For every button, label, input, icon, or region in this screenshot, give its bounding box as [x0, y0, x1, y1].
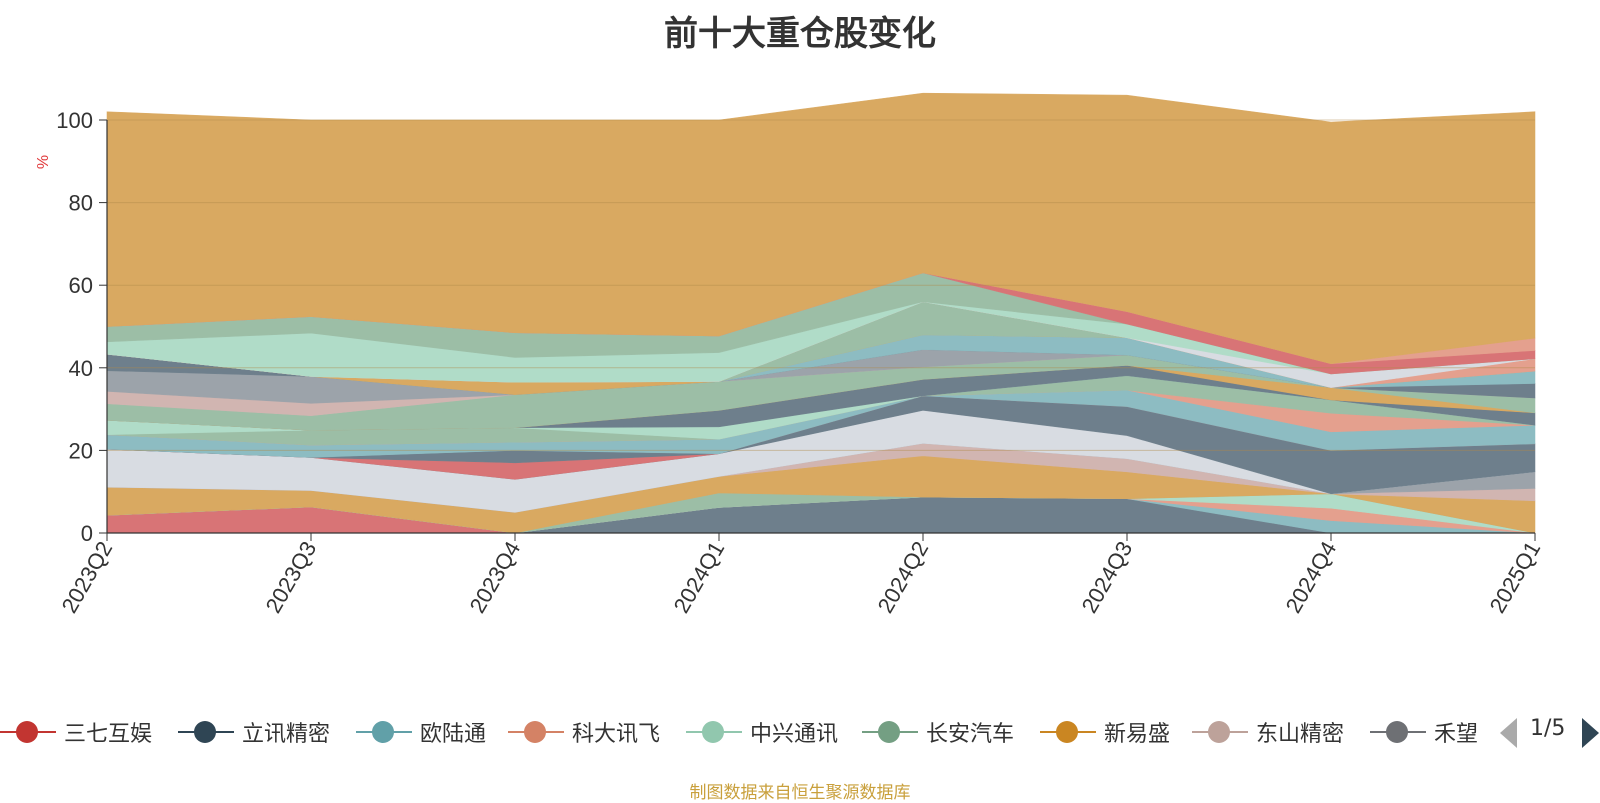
- legend-swatch: [862, 717, 918, 747]
- x-tick-label: 2025Q1: [1485, 537, 1546, 617]
- area-layer: [106, 92, 1536, 364]
- x-tick-label: 2024Q1: [669, 537, 730, 617]
- legend-label: 禾望电气: [1434, 722, 1480, 747]
- legend-label: 新易盛: [1104, 722, 1171, 747]
- data-source-note: 制图数据来自恒生聚源数据库: [689, 783, 911, 803]
- legend-swatch: [1040, 717, 1096, 747]
- legend-item[interactable]: 欧陆通: [356, 712, 486, 752]
- legend-swatch: [0, 717, 56, 747]
- y-tick-label: 100: [56, 108, 93, 133]
- x-tick-label: 2024Q3: [1077, 537, 1138, 617]
- legend-item[interactable]: 禾望电气: [1370, 712, 1480, 752]
- x-tick-label: 2024Q2: [873, 537, 934, 617]
- legend-label: 欧陆通: [420, 722, 487, 747]
- legend-label: 立讯精密: [242, 722, 331, 747]
- area-chart: 0 20 40 60 80 100 2023Q2 2023Q3 2023Q4 2024Q1 2024…: [35, 92, 1546, 617]
- legend-label: 科大讯飞: [572, 722, 661, 747]
- legend-item[interactable]: 东山精密: [1192, 712, 1344, 752]
- grid-lines: [107, 119, 1535, 451]
- area-layers: [106, 92, 1536, 534]
- y-axis-label: %: [35, 155, 52, 169]
- x-tick-label: 2023Q4: [465, 537, 526, 617]
- chart-title: 前十大重仓股变化: [664, 14, 936, 54]
- y-tick-label: 0: [81, 521, 93, 546]
- legend: 三七互娱 立讯精密 欧陆通 科大讯飞 中兴通讯 长安汽车 新易盛 东山精密 禾望电气 1/5: [0, 712, 1600, 758]
- legend-swatch: [1370, 717, 1426, 747]
- legend-page-indicator: 1/5: [1530, 716, 1566, 741]
- x-tick-label: 2024Q4: [1281, 537, 1342, 617]
- legend-label: 长安汽车: [926, 722, 1015, 747]
- legend-label: 三七互娱: [64, 722, 153, 747]
- legend-item[interactable]: 三七互娱: [0, 712, 152, 752]
- y-tick-label: 60: [69, 273, 93, 298]
- legend-item[interactable]: 科大讯飞: [508, 712, 660, 752]
- y-tick-label: 20: [69, 438, 93, 463]
- legend-swatch: [686, 717, 742, 747]
- legend-label: 东山精密: [1256, 722, 1345, 747]
- legend-item[interactable]: 立讯精密: [178, 712, 330, 752]
- x-tick-label: 2023Q3: [261, 537, 322, 617]
- legend-item[interactable]: 长安汽车: [862, 712, 1014, 752]
- legend-next-page-button[interactable]: [1582, 718, 1599, 748]
- legend-swatch: [508, 717, 564, 747]
- y-tick-label: 40: [69, 356, 93, 381]
- legend-item[interactable]: 新易盛: [1040, 712, 1170, 752]
- legend-swatch: [356, 717, 412, 747]
- x-tick-label: 2023Q2: [57, 537, 118, 617]
- legend-swatch: [1192, 717, 1248, 747]
- legend-items: 三七互娱 立讯精密 欧陆通 科大讯飞 中兴通讯 长安汽车 新易盛 东山精密 禾望电气: [0, 712, 1480, 758]
- y-tick-label: 80: [69, 191, 93, 216]
- legend-prev-page-button[interactable]: [1500, 718, 1517, 748]
- legend-label: 中兴通讯: [750, 722, 839, 747]
- legend-swatch: [178, 717, 234, 747]
- legend-item[interactable]: 中兴通讯: [686, 712, 838, 752]
